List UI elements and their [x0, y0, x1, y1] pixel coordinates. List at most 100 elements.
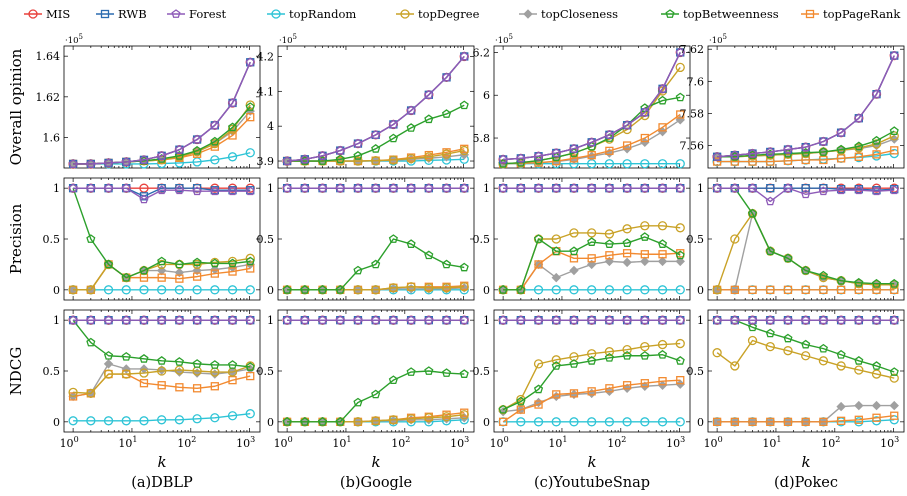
x-tick-label: 100: [704, 435, 723, 450]
data-point: [174, 357, 184, 366]
y-tick-label: 0.5: [687, 233, 705, 246]
data-point: [192, 414, 202, 424]
data-point: [801, 285, 810, 294]
data-point: [765, 246, 775, 256]
data-point: [371, 416, 381, 426]
data-point: [657, 315, 668, 325]
data-point: [766, 184, 775, 193]
data-point: [551, 361, 561, 370]
data-point: [783, 417, 793, 426]
data-point: [533, 183, 544, 193]
data-point: [587, 228, 597, 238]
x-tick-label: 103: [880, 435, 899, 450]
data-point: [604, 130, 614, 139]
data-point: [765, 147, 775, 156]
data-point: [282, 183, 292, 193]
data-point: [516, 405, 525, 414]
data-point: [335, 285, 345, 294]
data-point: [551, 148, 561, 157]
y-multiplier: ·105: [495, 33, 513, 46]
data-point: [245, 315, 255, 325]
data-point: [604, 352, 614, 362]
y-tick-label: 1: [267, 182, 274, 195]
data-point: [210, 360, 220, 369]
series-forest: [498, 315, 685, 325]
data-point: [569, 359, 579, 368]
data-point: [459, 315, 469, 325]
data-point: [604, 229, 615, 239]
data-point: [317, 285, 328, 294]
panel-r2-c3: 0 0.5 1 100 101 102 103: [687, 309, 905, 450]
data-point: [441, 109, 452, 118]
x-axis-label: k: [371, 453, 380, 471]
data-point: [192, 315, 202, 325]
data-point: [157, 366, 167, 376]
data-point: [139, 315, 149, 325]
data-point: [353, 156, 363, 166]
data-point: [371, 315, 381, 325]
data-point: [121, 157, 131, 166]
legend-label: RWB: [118, 7, 147, 21]
data-point: [551, 417, 561, 427]
data-point: [353, 397, 363, 407]
data-point: [353, 417, 363, 427]
legend-marker: [523, 9, 533, 19]
series-line: [502, 379, 681, 423]
data-point: [459, 369, 469, 378]
data-point: [192, 257, 202, 267]
data-point: [424, 152, 434, 162]
data-point: [640, 315, 650, 325]
data-point: [836, 401, 846, 412]
panel-r0-c2: 5.8 6 6.2 ·105: [473, 33, 691, 169]
data-point: [640, 350, 650, 360]
data-point: [441, 412, 452, 422]
data-point: [818, 270, 828, 280]
data-point: [801, 184, 810, 193]
data-point: [730, 417, 739, 426]
data-point: [227, 258, 238, 268]
data-point: [227, 411, 238, 421]
series-line: [717, 135, 895, 158]
data-point: [604, 417, 615, 427]
data-point: [712, 157, 722, 166]
data-point: [121, 416, 131, 426]
data-point: [516, 183, 526, 193]
data-point: [459, 100, 469, 110]
data-point: [783, 315, 793, 325]
series-topbetweenness: [498, 349, 685, 414]
series-line: [503, 250, 681, 291]
data-point: [174, 415, 185, 425]
data-point: [317, 183, 328, 193]
data-point: [783, 144, 793, 154]
y-tick-label: 0.5: [257, 365, 275, 378]
data-point: [441, 368, 452, 377]
data-point: [657, 285, 668, 295]
series-line: [717, 130, 895, 158]
data-point: [175, 383, 184, 392]
data-point: [317, 417, 328, 426]
column-labels: k (a)DBLP k (b)Google k (c)YoutubeSnap k (d)Pok…: [131, 453, 838, 491]
data-point: [210, 155, 220, 165]
column-label-d-pokec: (d)Pokec: [774, 475, 838, 491]
data-point: [552, 390, 561, 399]
series-line: [717, 187, 895, 285]
data-point: [533, 384, 544, 394]
data-point: [227, 124, 238, 135]
y-tick-label: 4.2: [257, 50, 275, 63]
series-toprandom: [498, 417, 685, 427]
series-line: [287, 238, 465, 291]
data-point: [246, 371, 255, 381]
data-point: [889, 315, 899, 325]
data-point: [245, 253, 255, 263]
data-point: [747, 322, 758, 332]
data-point: [747, 148, 758, 158]
y-tick-label: 0: [483, 284, 490, 297]
data-point: [658, 377, 667, 386]
row-labels: Overall opinion Precision NDCG: [7, 48, 25, 395]
data-point: [174, 259, 184, 269]
data-point: [889, 278, 899, 288]
data-point: [174, 285, 185, 295]
data-point: [640, 107, 650, 117]
legend-marker: [805, 9, 815, 19]
data-point: [551, 285, 561, 295]
